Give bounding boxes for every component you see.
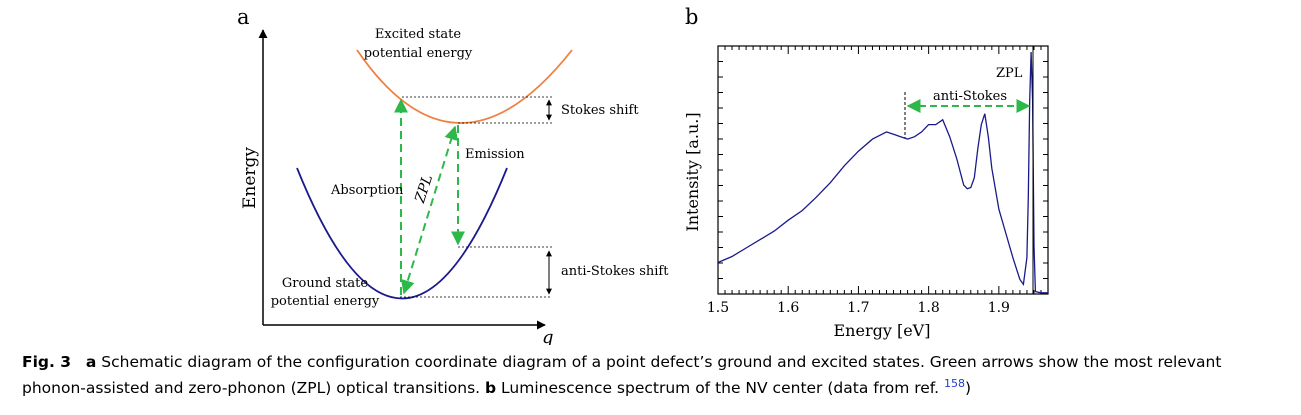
panel-a-label: a [237,5,250,29]
figure: a Energy q Excited state potential energ… [237,5,1049,345]
x-tick-labels: 1.5 1.6 1.7 1.8 1.9 [707,300,1010,316]
y-axis-label: Intensity [a.u.] [683,112,702,231]
x-tick-label: 1.6 [777,300,799,316]
anti-stokes-label: anti-Stokes [933,89,1007,104]
absorption-label: Absorption [330,183,404,198]
x-tick-label: 1.5 [707,300,729,316]
x-tick-label: 1.8 [918,300,940,316]
anti-stokes-shift-label: anti-Stokes shift [561,264,669,279]
emission-label: Emission [465,147,525,162]
x-axis-label: Energy [eV] [834,321,931,340]
caption-a-text: Schematic diagram of the configuration c… [22,353,1222,398]
figure-caption: Fig. 3 a Schematic diagram of the config… [22,352,1287,399]
caption-fig-label: Fig. 3 [22,353,72,371]
tick-marks [717,46,1049,294]
zpl-arrow [401,125,458,295]
plot-frame [717,45,1049,295]
x-tick-label: 1.7 [847,300,869,316]
excited-state-curve [356,49,573,124]
spectrum-line [717,51,1048,294]
ground-state-label-line1: Ground state [282,276,368,291]
panel-a-x-axis-label: q [542,327,554,345]
stokes-shift-label: Stokes shift [561,103,639,118]
panel-b: b 1.5 1.6 1.7 1.8 1.9 Energy [eV] Intensity … [683,5,1049,340]
x-tick-label: 1.9 [988,300,1010,316]
panel-a: a Energy q Excited state potential energ… [237,5,669,345]
caption-a-label: a [85,353,97,371]
caption-b-label: b [485,379,497,398]
ground-state-label-line2: potential energy [271,294,380,309]
excited-state-label-line1: Excited state [375,27,462,42]
panel-a-y-axis-label: Energy [240,147,260,209]
zpl-marker-label: ZPL [996,66,1023,81]
excited-state-label-line2: potential energy [364,46,473,61]
panel-b-label: b [685,5,698,29]
caption-end: ) [965,379,972,398]
ground-state-curve [296,167,508,300]
caption-b-text: Luminescence spectrum of the NV center (… [496,379,944,398]
caption-ref-link[interactable]: 158 [944,377,965,390]
